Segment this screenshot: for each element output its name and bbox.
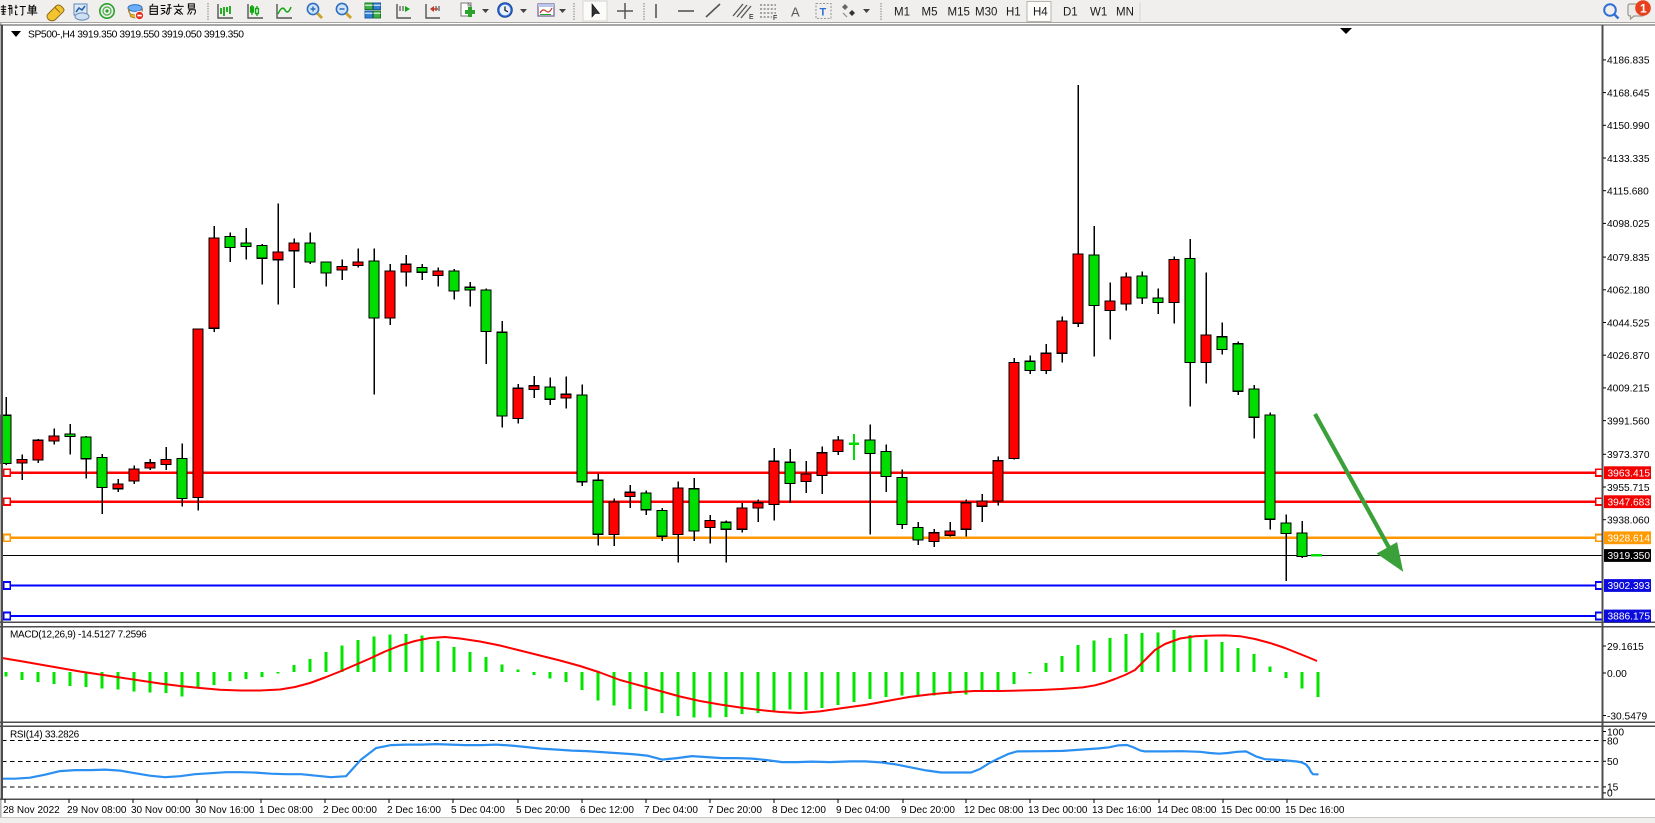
svg-text:100: 100 [1607,727,1624,738]
svg-text:3902.393: 3902.393 [1608,581,1651,592]
svg-text:5 Dec 04:00: 5 Dec 04:00 [451,805,505,816]
svg-text:8 Dec 12:00: 8 Dec 12:00 [772,805,826,816]
svg-text:A: A [791,5,800,20]
svg-text:M1: M1 [894,7,910,19]
svg-text:M30: M30 [975,7,997,19]
svg-text:80: 80 [1607,736,1619,747]
svg-text:14 Dec 08:00: 14 Dec 08:00 [1157,805,1217,816]
svg-text:F: F [773,15,777,22]
svg-text:4062.180: 4062.180 [1607,286,1650,297]
svg-text:MACD(12,26,9) -14.5127 7.2596: MACD(12,26,9) -14.5127 7.2596 [10,630,147,641]
svg-text:15: 15 [1607,783,1619,794]
svg-text:H1: H1 [1006,7,1021,19]
svg-text:29 Nov 08:00: 29 Nov 08:00 [67,805,127,816]
svg-text:-30.5479: -30.5479 [1607,711,1648,722]
svg-text:13 Dec 00:00: 13 Dec 00:00 [1028,805,1088,816]
svg-text:3928.614: 3928.614 [1608,534,1651,545]
svg-text:28 Nov 2022: 28 Nov 2022 [3,805,60,816]
svg-text:M5: M5 [922,7,938,19]
svg-text:E: E [749,14,754,21]
svg-text:3973.370: 3973.370 [1607,450,1650,461]
svg-text:12 Dec 08:00: 12 Dec 08:00 [964,805,1024,816]
svg-text:T: T [820,7,827,19]
svg-text:7 Dec 04:00: 7 Dec 04:00 [644,805,698,816]
svg-text:3886.175: 3886.175 [1608,612,1651,623]
svg-text:4186.835: 4186.835 [1607,56,1650,67]
svg-text:6 Dec 12:00: 6 Dec 12:00 [580,805,634,816]
svg-text:4133.335: 4133.335 [1607,154,1650,165]
svg-text:0: 0 [1607,789,1613,800]
svg-text:4150.990: 4150.990 [1607,121,1650,132]
svg-text:3963.415: 3963.415 [1608,468,1651,479]
svg-text:9 Dec 04:00: 9 Dec 04:00 [836,805,890,816]
svg-text:M15: M15 [948,7,970,19]
svg-text:30 Nov 16:00: 30 Nov 16:00 [195,805,255,816]
svg-text:D1: D1 [1063,7,1078,19]
svg-text:3955.715: 3955.715 [1607,483,1650,494]
svg-text:RSI(14) 33.2826: RSI(14) 33.2826 [10,730,80,741]
svg-text:4044.525: 4044.525 [1607,318,1650,329]
svg-text:3947.683: 3947.683 [1608,497,1651,508]
svg-text:30 Nov 00:00: 30 Nov 00:00 [131,805,191,816]
svg-text:MN: MN [1116,7,1134,19]
svg-text:4115.680: 4115.680 [1607,187,1649,198]
svg-text:50: 50 [1607,757,1619,768]
svg-text:H4: H4 [1033,7,1048,19]
svg-text:1: 1 [1640,2,1647,16]
svg-text:W1: W1 [1090,7,1107,19]
svg-text:3991.560: 3991.560 [1607,416,1650,427]
svg-text:4098.025: 4098.025 [1607,219,1650,230]
svg-text:9 Dec 20:00: 9 Dec 20:00 [901,805,955,816]
svg-text:3919.350: 3919.350 [1608,551,1651,562]
svg-text:15 Dec 16:00: 15 Dec 16:00 [1285,805,1345,816]
svg-text:4168.645: 4168.645 [1607,88,1650,99]
svg-text:2 Dec 00:00: 2 Dec 00:00 [323,805,377,816]
svg-text:4009.215: 4009.215 [1607,384,1650,395]
svg-text:4026.870: 4026.870 [1607,351,1650,362]
svg-text:1 Dec 08:00: 1 Dec 08:00 [259,805,313,816]
svg-text:15 Dec 00:00: 15 Dec 00:00 [1221,805,1281,816]
svg-text:2 Dec 16:00: 2 Dec 16:00 [387,805,441,816]
svg-text:29.1615: 29.1615 [1607,642,1644,653]
svg-text:13 Dec 16:00: 13 Dec 16:00 [1092,805,1152,816]
svg-text:3938.060: 3938.060 [1607,516,1650,527]
svg-text:5 Dec 20:00: 5 Dec 20:00 [516,805,570,816]
svg-text:0.00: 0.00 [1607,669,1627,680]
svg-text:4079.835: 4079.835 [1607,253,1650,264]
svg-text:7 Dec 20:00: 7 Dec 20:00 [708,805,762,816]
svg-text:SP500-,H4 3919.350 3919.550 3: SP500-,H4 3919.350 3919.550 3919.050 391… [28,30,244,41]
